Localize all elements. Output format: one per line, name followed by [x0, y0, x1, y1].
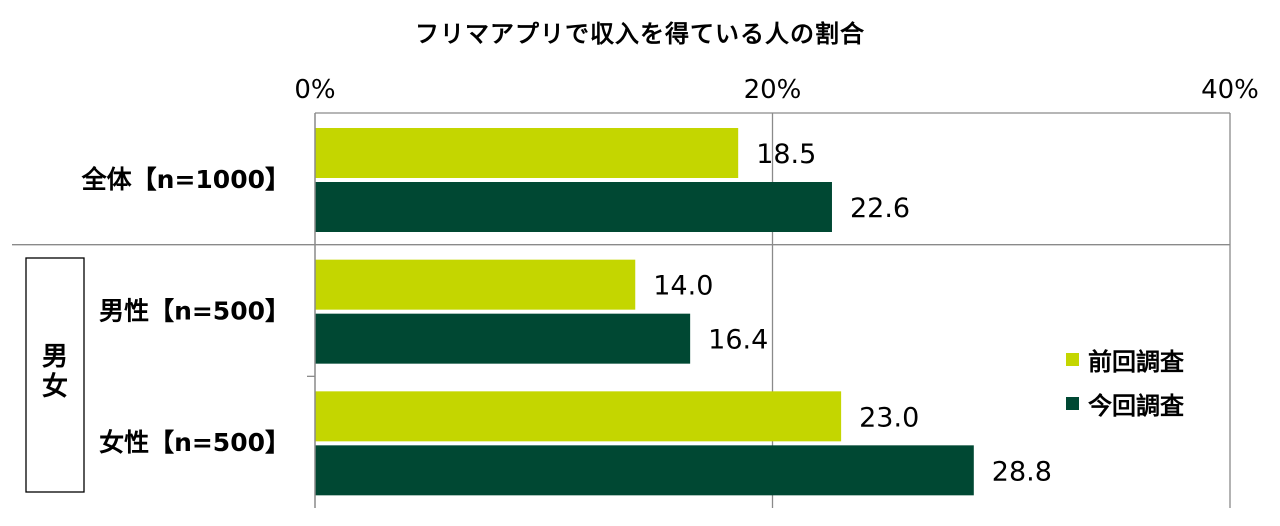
bar — [315, 128, 739, 178]
legend-swatch — [1066, 397, 1079, 410]
data-label: 22.6 — [850, 193, 910, 224]
legend-swatch — [1066, 353, 1079, 366]
legend-label: 前回調査 — [1088, 348, 1184, 376]
bar — [315, 182, 832, 232]
group-label-char: 女 — [42, 371, 68, 402]
data-label: 23.0 — [859, 402, 919, 433]
data-label: 14.0 — [653, 271, 713, 302]
gridlines — [12, 112, 1231, 508]
axes: 0% 20% 40%全体【n=1000】男性【n=500】女性【n=500】男女 — [25, 75, 1259, 508]
data-labels: 18.5 22.6 14.0 16.4 23.0 28.8 — [653, 139, 1052, 487]
bar — [315, 313, 691, 364]
x-tick-label: 40% — [1201, 75, 1259, 105]
group-box: 男女 — [25, 257, 85, 493]
bar — [315, 259, 636, 310]
bars — [315, 128, 974, 496]
category-label: 男性【n=500】 — [99, 297, 290, 326]
data-label: 18.5 — [756, 139, 816, 170]
category-label: 女性【n=500】 — [99, 428, 290, 457]
category-label: 全体【n=1000】 — [81, 165, 290, 194]
legend-label: 今回調査 — [1088, 392, 1184, 420]
x-tick-label: 20% — [744, 75, 802, 105]
group-box-frame — [25, 257, 85, 493]
chart-title: フリマアプリで収入を得ている人の割合 — [415, 20, 865, 48]
data-label: 28.8 — [992, 456, 1052, 487]
data-label: 16.4 — [708, 325, 768, 356]
group-label-char: 男 — [42, 342, 68, 372]
bar — [315, 445, 974, 496]
x-tick-label: 0% — [294, 75, 335, 105]
bar — [315, 391, 842, 442]
